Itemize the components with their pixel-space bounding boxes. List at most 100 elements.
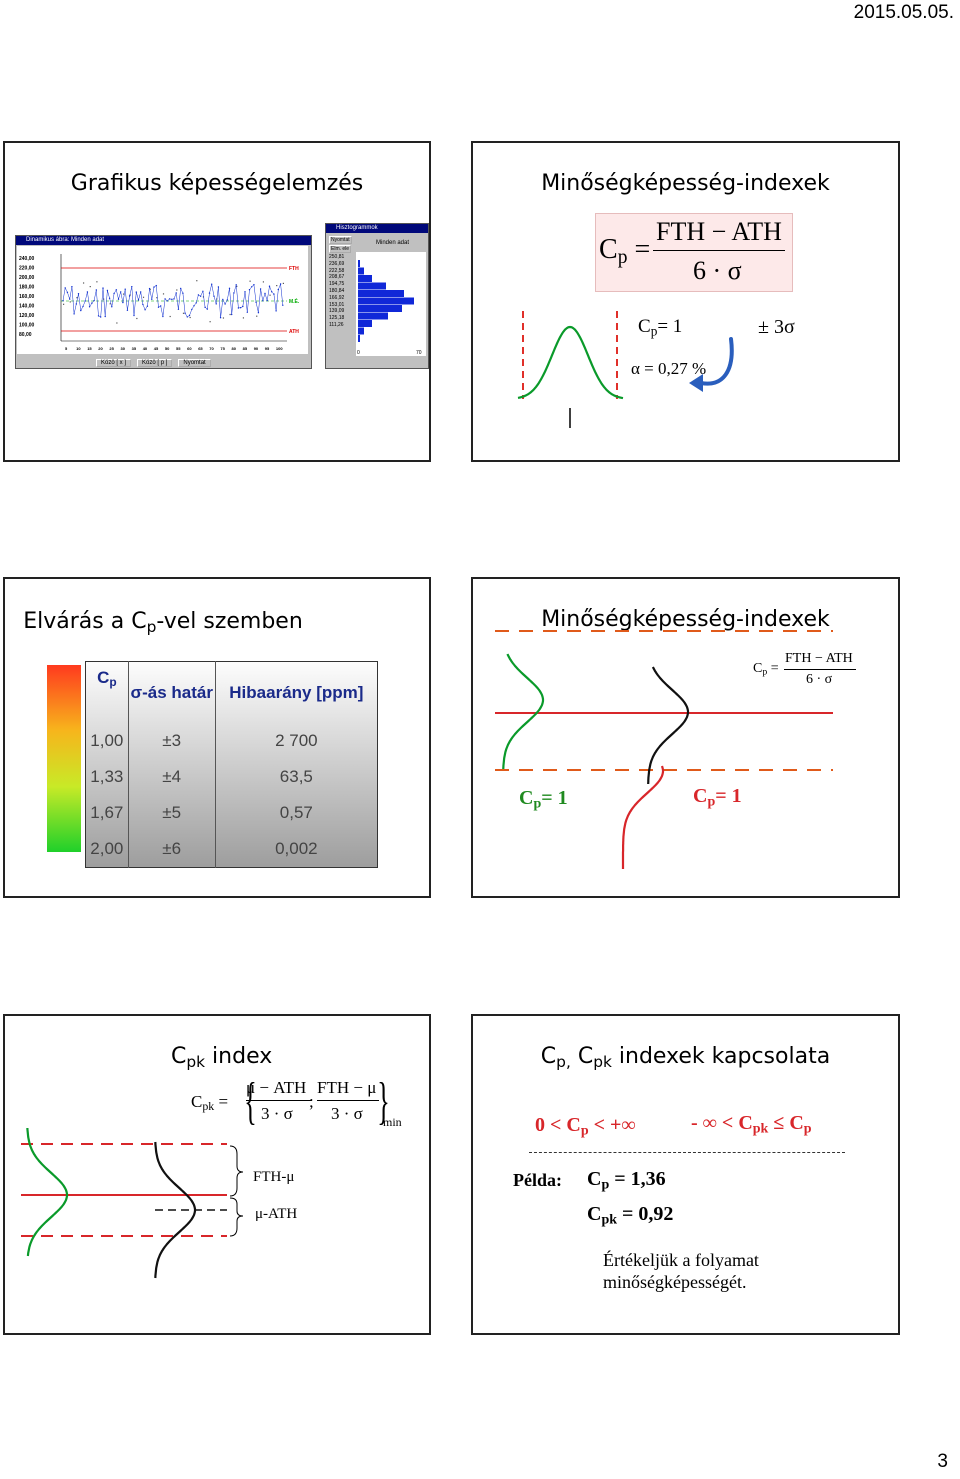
slide-title: Minőségképesség-indexek	[541, 171, 830, 196]
raw-point	[182, 312, 185, 314]
fraction-line	[653, 250, 785, 251]
raw-point	[96, 281, 98, 283]
y-tick-label: 100,00	[19, 323, 35, 329]
alpha-value: α = 0,27 %	[631, 359, 707, 378]
cell-ppm: 0,57	[279, 803, 313, 822]
data-point	[282, 304, 284, 306]
example-cp: Cp = 1,36	[587, 1168, 666, 1193]
raw-point	[142, 296, 145, 298]
x-tick-label: 100	[276, 346, 283, 351]
slide-indexek-2: Minőségképesség-indexek Cp = FTH − ATH 6…	[471, 577, 900, 898]
y-tick-label: 80,00	[19, 332, 32, 338]
x-tick-label: 15	[87, 346, 92, 351]
conclusion-line-1: Értékeljük a folyamat	[603, 1250, 759, 1270]
cell-sigma: ±4	[128, 759, 216, 795]
x-tick-label: 50	[165, 346, 170, 351]
hist-axis-min: 0	[357, 350, 360, 356]
table-row: 2,00 ±6 0,002	[85, 831, 378, 868]
raw-point	[156, 297, 158, 299]
raw-point	[242, 317, 245, 319]
min-subscript: min	[383, 1115, 402, 1129]
slide-kapcsolat: Cp, Cpk indexek kapcsolata 0 < Cp < +∞ -…	[471, 1014, 900, 1335]
raw-point	[82, 282, 85, 284]
series-line	[62, 283, 284, 318]
y-tick-label: 200,00	[19, 275, 35, 281]
ath-label: ATH	[289, 329, 299, 335]
button-print[interactable]: Nyomtat	[178, 359, 211, 367]
hist-value: 208,67	[329, 274, 345, 281]
histogram-bar	[358, 305, 402, 312]
cell-ppm: 63,5	[279, 767, 313, 786]
y-tick-label: 120,00	[19, 313, 35, 319]
frac1-line	[246, 1100, 311, 1101]
formula-lhs: Cpk =	[191, 1092, 229, 1113]
cell-cp: 1,00	[85, 723, 129, 759]
y-tick-label: 180,00	[19, 285, 35, 291]
slide-title: Elvárás a Cp-vel szemben	[23, 609, 303, 636]
table-header-row: Cp σ-ás határ Hibaarány [ppm]	[85, 661, 378, 723]
hist-value: 166,92	[329, 294, 345, 301]
raw-point	[256, 315, 258, 317]
hist-print-button[interactable]: Nyomtat	[329, 236, 352, 244]
slide-title: Cpk index	[171, 1044, 273, 1071]
raw-point	[162, 293, 165, 295]
hist-value: 222,58	[329, 267, 345, 274]
range-cpk: - ∞ < Cpk ≤ Cp	[691, 1112, 812, 1137]
x-tick-label: 55	[176, 346, 181, 351]
cp-equals-one: Cp= 1	[638, 316, 683, 339]
slide-grafikus: Grafikus képességelemzés Dinamikus ábra:…	[3, 141, 431, 462]
hist-value: 194,75	[329, 281, 345, 288]
histogram-bar	[358, 282, 386, 290]
brace-right: }	[377, 1073, 390, 1130]
cell-ppm: 0,002	[275, 839, 318, 858]
histogram-bar	[358, 320, 372, 327]
brace-left: {	[244, 1073, 257, 1130]
header-ppm: Hibaarány [ppm]	[229, 682, 364, 702]
raw-point	[116, 322, 118, 324]
raw-point	[109, 303, 111, 305]
histogram-bar	[358, 290, 404, 297]
frac2-denominator: 3 · σ	[331, 1104, 363, 1123]
histogram-bar	[358, 275, 372, 282]
table-row: 1,33 ±4 63,5	[85, 759, 378, 795]
x-tick-label: 45	[154, 346, 159, 351]
hist-axis-max: 70	[416, 350, 422, 356]
button-kozo-x[interactable]: Közö [ x ]	[96, 359, 132, 367]
page-number: 3	[937, 1451, 948, 1472]
x-tick-label: 65	[198, 346, 203, 351]
raw-point	[176, 289, 178, 291]
x-tick-label: 95	[265, 346, 270, 351]
y-tick-label: 240,00	[19, 256, 35, 262]
cell-cp: 2,00	[85, 831, 129, 868]
raw-point	[249, 280, 251, 282]
x-tick-label: 35	[132, 346, 137, 351]
formula-numerator: FTH − ATH	[785, 651, 853, 666]
dynamic-chart-window: Dinamikus ábra: Minden adat 240,00 220,00…	[15, 235, 312, 369]
cell-sigma: ±5	[128, 795, 216, 831]
hist-value: 111,26	[329, 321, 344, 328]
histogram-bar	[358, 327, 364, 335]
header-date: 2015.05.05.	[853, 2, 954, 23]
x-tick-label: 75	[220, 346, 225, 351]
x-tick-label: 60	[187, 346, 192, 351]
x-tick-label: 90	[254, 346, 259, 351]
raw-point	[63, 303, 65, 305]
cell-ppm: 2 700	[275, 731, 318, 750]
fth-label: FTH	[289, 266, 299, 272]
cell-sigma: ±6	[128, 831, 216, 868]
table-row: 1,67 ±5 0,57	[85, 795, 378, 831]
x-tick-label: 70	[209, 346, 214, 351]
normal-curve-diagram	[517, 311, 734, 428]
x-tick-label: 30	[121, 346, 126, 351]
button-kozo-p[interactable]: Közö [ p ]	[137, 359, 173, 367]
chart-area: 240,00 220,00 200,00 180,00 160,00 140,00 120,…	[17, 246, 308, 354]
cp-label-left: Cp= 1	[519, 787, 568, 812]
cell-cp: 1,67	[85, 795, 129, 831]
control-chart: 240,00 220,00 200,00 180,00 160,00 140,00 120,…	[19, 254, 300, 351]
frac1-denominator: 3 · σ	[261, 1104, 293, 1123]
data-point	[62, 300, 64, 302]
hist-value: 180,84	[329, 287, 345, 294]
hist-value: 250,81	[329, 254, 345, 260]
label-fth-mu: FTH-μ	[253, 1169, 295, 1185]
hist-elm-button[interactable]: Elm. ele	[329, 245, 352, 253]
